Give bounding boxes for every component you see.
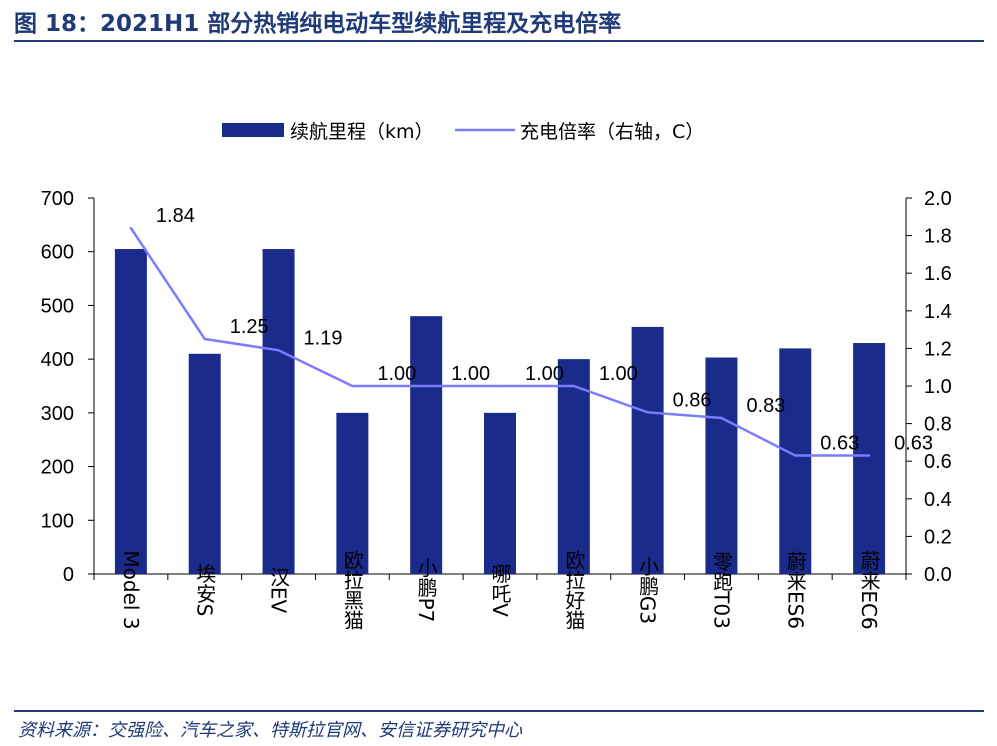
y-left-tick-label: 400: [41, 349, 74, 371]
y-right-tick-label: 2.0: [924, 188, 952, 210]
line-data-label: 1.00: [599, 363, 638, 385]
line-point: [572, 384, 576, 388]
y-right-tick-label: 1.6: [924, 263, 952, 285]
line-data-label: 0.63: [894, 433, 933, 455]
bar: [705, 357, 738, 574]
bar: [779, 348, 812, 574]
category-label: 零跑T03: [709, 551, 733, 629]
category-label: 欧拉黑猫: [340, 550, 364, 630]
category-labels: Model 3 埃安S 汉EV 欧拉黑猫 小鹏P7 哪吒V 欧拉好猫 小鹏G3 零跑T03 蔚来E…: [119, 550, 881, 630]
bar-series: [114, 249, 886, 574]
legend-label-bar: 续航里程（km）: [290, 121, 434, 143]
y-right-tick-label: 0.8: [924, 414, 952, 436]
line-data-label: 0.83: [746, 395, 785, 417]
bar: [262, 249, 295, 574]
line-data-label: 1.84: [156, 205, 195, 227]
bar: [336, 412, 369, 574]
line-series: [129, 226, 871, 457]
figure-title: 图 18：2021H1 部分热销纯电动车型续航里程及充电倍率: [14, 11, 622, 37]
y-right-tick-label: 0.0: [924, 564, 952, 586]
title-rule: [14, 40, 984, 42]
category-label: 小鹏P7: [414, 557, 438, 622]
line-point: [351, 384, 354, 388]
y-left-tick-label: 100: [41, 510, 74, 532]
line-point: [867, 454, 871, 457]
y-right-tick-label: 1.8: [924, 226, 952, 248]
source-rule: [14, 710, 984, 712]
y-right-axis: 0.0 0.2 0.4 0.6 0.8 1.0 1.2 1.4 1.6 1.8 2.0: [905, 188, 952, 586]
line-data-label: 1.00: [377, 363, 416, 385]
y-left-tick-label: 500: [41, 295, 74, 317]
bar: [631, 326, 664, 574]
line-point: [498, 384, 502, 388]
bar: [410, 316, 443, 574]
source-note: 资料来源：交强险、汽车之家、特斯拉官网、安信证券研究中心: [18, 720, 522, 741]
category-label: 小鹏G3: [636, 555, 660, 624]
y-right-tick-label: 0.2: [924, 526, 952, 548]
y-right-tick-label: 0.6: [924, 451, 952, 473]
line-point: [129, 226, 133, 230]
category-label: 蔚来EC6: [857, 550, 881, 630]
y-left-tick-label: 0: [63, 564, 74, 586]
y-left-axis: 0 100 200 300 400 500 600 700: [41, 188, 95, 586]
category-label: 汉EV: [267, 566, 291, 613]
line-data-label: 1.19: [304, 327, 343, 349]
line-data-label: 1.00: [525, 363, 564, 385]
y-right-tick-label: 1.0: [924, 376, 952, 398]
legend: 续航里程（km） 充电倍率（右轴，C）: [222, 121, 704, 143]
y-left-tick-label: 700: [41, 188, 74, 210]
category-label: 哪吒V: [488, 563, 512, 617]
category-label: 蔚来ES6: [783, 551, 807, 629]
y-left-tick-label: 200: [41, 457, 74, 479]
line-data-label: 0.86: [673, 389, 712, 411]
bar: [484, 412, 516, 574]
legend-swatch-bar: [222, 123, 284, 137]
category-label: 埃安S: [193, 563, 217, 616]
line-point: [720, 416, 723, 420]
bar: [114, 249, 147, 574]
line-data-label: 1.00: [451, 363, 490, 385]
data-labels: 1.84 1.25 1.19 1.00 1.00 1.00 1.00 0.86 0.83 0.63…: [156, 205, 933, 454]
line-point: [424, 384, 428, 388]
line-point: [794, 454, 797, 457]
y-right-tick-label: 0.4: [924, 489, 952, 511]
y-left-tick-label: 600: [41, 242, 74, 264]
category-label: Model 3: [119, 550, 143, 629]
y-right-tick-label: 1.4: [924, 301, 952, 323]
line-point: [646, 411, 649, 414]
line-point: [203, 337, 206, 341]
bar: [853, 343, 886, 574]
y-left-tick-label: 300: [41, 403, 74, 425]
y-right-tick-label: 1.2: [924, 338, 952, 360]
legend-label-line: 充电倍率（右轴，C）: [520, 121, 704, 143]
bar: [188, 353, 221, 574]
line-point: [277, 349, 280, 352]
line-data-label: 1.25: [230, 316, 269, 338]
bar: [557, 359, 590, 574]
category-label: 欧拉好猫: [562, 550, 586, 630]
line-data-label: 0.63: [820, 433, 859, 455]
